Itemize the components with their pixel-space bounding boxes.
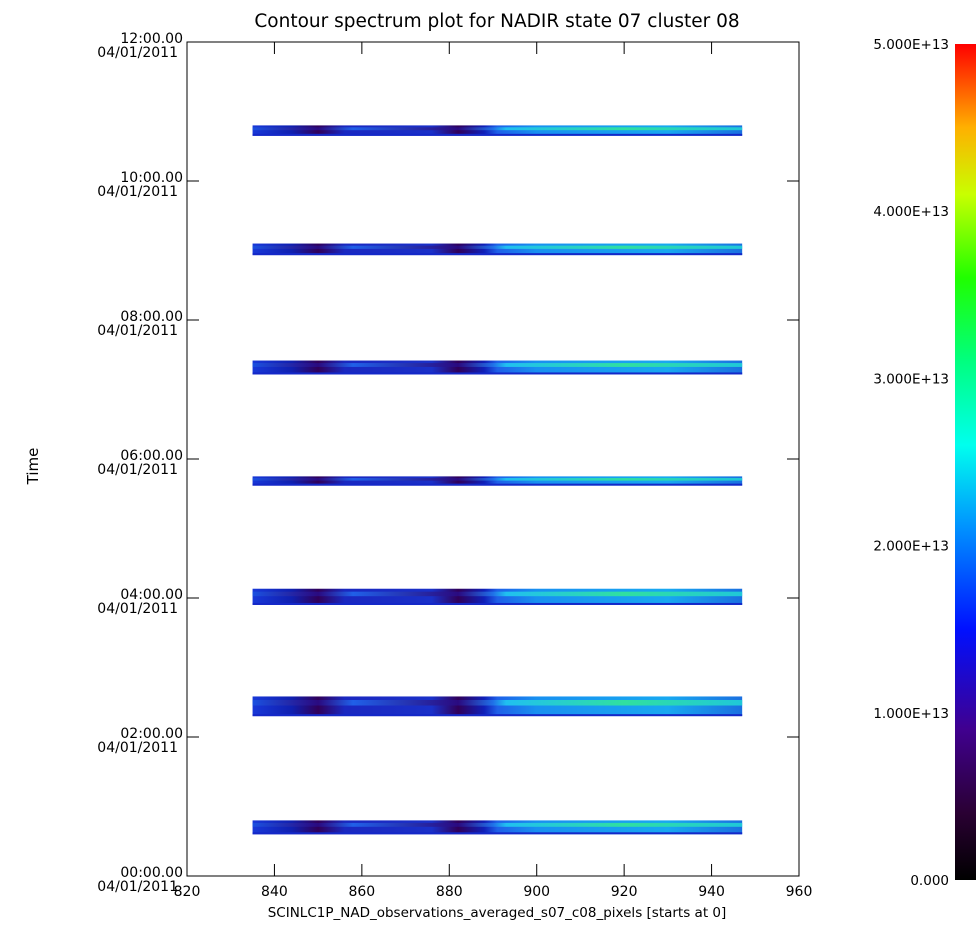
band-edge [253, 484, 743, 486]
band-edge [253, 372, 743, 374]
colorbar [955, 44, 976, 880]
y-tick-date-label: 04/01/2011 [97, 462, 178, 478]
band-body [253, 820, 743, 834]
band-edge [253, 832, 743, 834]
colorbar-labels: 0.000 1.000E+13 2.000E+13 3.000E+13 4.000E+1… [873, 37, 949, 889]
y-tick-date-label: 04/01/2011 [97, 184, 178, 200]
observation-band [253, 696, 743, 716]
y-tick-date-label: 04/01/2011 [97, 740, 178, 756]
y-tick-date-label: 04/01/2011 [97, 879, 178, 895]
band-body [253, 696, 743, 716]
observation-band [253, 244, 743, 256]
y-tick-date-label: 04/01/2011 [97, 323, 178, 339]
band-edge [253, 714, 743, 716]
x-tick-label: 920 [611, 884, 638, 900]
band-highlight [253, 592, 743, 597]
y-axis-ticks: 00:00.0004/01/201102:00.0004/01/201104:0… [97, 31, 799, 895]
x-tick-label: 880 [436, 884, 463, 900]
observation-band [253, 476, 743, 485]
band-edge [253, 253, 743, 255]
observation-band [253, 361, 743, 375]
band-body [253, 589, 743, 605]
colorbar-tick-label: 5.000E+13 [873, 37, 949, 53]
x-tick-label: 860 [348, 884, 375, 900]
observation-bands [253, 125, 743, 834]
observation-band [253, 820, 743, 834]
x-tick-label: 960 [786, 884, 813, 900]
band-highlight [253, 823, 743, 827]
plot-frame [187, 42, 799, 876]
band-highlight [253, 127, 743, 130]
chart-title: Contour spectrum plot for NADIR state 07… [254, 11, 739, 32]
colorbar-tick-label: 0.000 [910, 873, 949, 889]
x-axis-label: SCINLC1P_NAD_observations_averaged_s07_c… [268, 905, 727, 921]
colorbar-tick-label: 3.000E+13 [873, 371, 949, 387]
observation-band [253, 589, 743, 605]
band-highlight [253, 700, 743, 706]
band-edge [253, 134, 743, 136]
band-highlight [253, 246, 743, 249]
x-tick-label: 900 [523, 884, 550, 900]
colorbar-tick-label: 4.000E+13 [873, 204, 949, 220]
observation-band [253, 125, 743, 135]
band-edge [253, 603, 743, 605]
y-tick-date-label: 04/01/2011 [97, 45, 178, 61]
y-axis-label: Time [24, 448, 42, 486]
band-highlight [253, 363, 743, 367]
y-tick-date-label: 04/01/2011 [97, 601, 178, 617]
x-tick-label: 840 [261, 884, 288, 900]
band-highlight [253, 478, 743, 481]
colorbar-tick-label: 2.000E+13 [873, 539, 949, 555]
band-body [253, 361, 743, 375]
x-tick-label: 940 [698, 884, 725, 900]
x-axis-ticks: 820 840 860 880 900 920 940 960 [174, 42, 813, 900]
colorbar-tick-label: 1.000E+13 [873, 706, 949, 722]
